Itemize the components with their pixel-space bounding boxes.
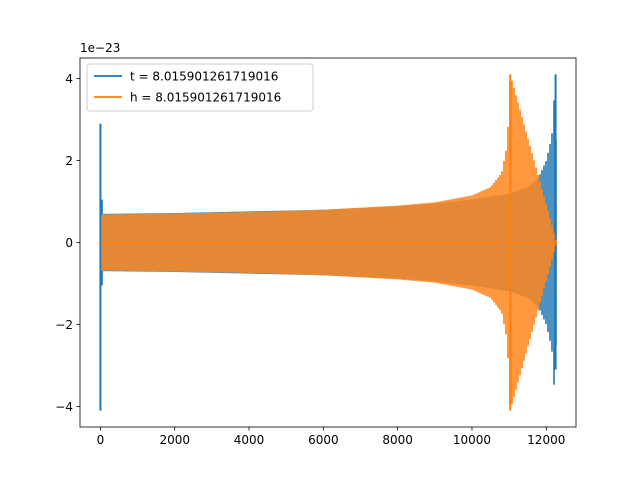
legend: t = 8.015901261719016 h = 8.0159012617190… <box>86 63 314 112</box>
y-offset-label: 1e−23 <box>80 41 120 55</box>
x-tick-label: 0 <box>97 433 105 447</box>
y-tick-label: 2 <box>65 154 73 168</box>
plot-area <box>99 74 557 411</box>
x-tick-label: 2000 <box>159 433 190 447</box>
y-tick-label: −2 <box>55 318 73 332</box>
x-tick-label: 10000 <box>453 433 491 447</box>
x-tick-label: 4000 <box>234 433 265 447</box>
series-2 <box>100 74 557 411</box>
x-tick-label: 6000 <box>308 433 339 447</box>
y-axis: −4 −2 0 2 4 <box>55 72 80 414</box>
y-tick-label: 4 <box>65 72 73 86</box>
y-tick-label: 0 <box>65 236 73 250</box>
legend-label: h = 8.015901261719016 <box>130 91 281 105</box>
x-tick-label: 8000 <box>382 433 413 447</box>
legend-box <box>86 63 314 112</box>
x-axis: 0 2000 4000 6000 8000 10000 12000 <box>97 427 565 447</box>
y-tick-label: −4 <box>55 400 73 414</box>
x-tick-label: 12000 <box>527 433 565 447</box>
legend-label: t = 8.015901261719016 <box>130 70 278 84</box>
